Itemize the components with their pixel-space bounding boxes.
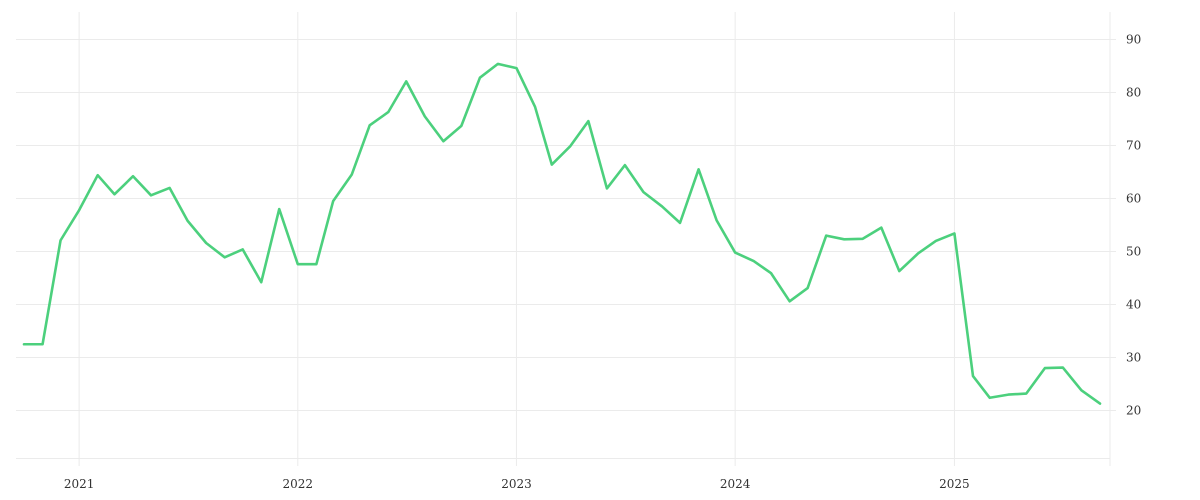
series-line — [22, 62, 1102, 405]
y-tick-label: 40 — [1126, 298, 1141, 312]
y-tick-label: 30 — [1126, 351, 1141, 365]
series-layer — [22, 62, 1102, 405]
grid-lines — [16, 12, 1110, 466]
y-axis-ticks: 20 30 40 50 60 70 80 90 — [1110, 33, 1141, 418]
x-tick-label: 2025 — [939, 477, 970, 491]
x-tick-label: 2022 — [283, 477, 314, 491]
x-tick-label: 2024 — [720, 477, 751, 491]
y-tick-label: 70 — [1126, 139, 1141, 153]
y-tick-label: 50 — [1126, 245, 1141, 259]
x-tick-label: 2023 — [501, 477, 532, 491]
x-tick-label: 2021 — [64, 477, 95, 491]
y-tick-label: 20 — [1126, 404, 1141, 418]
y-tick-label: 90 — [1126, 33, 1141, 47]
y-tick-label: 80 — [1126, 86, 1141, 100]
x-axis-ticks: 2021 2022 2023 2024 2025 — [64, 477, 970, 491]
y-tick-label: 60 — [1126, 192, 1141, 206]
